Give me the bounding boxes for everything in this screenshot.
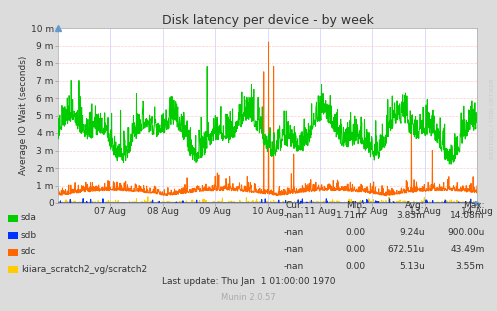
Text: 0.00: 0.00 bbox=[345, 245, 365, 254]
Text: Min:: Min: bbox=[346, 201, 365, 210]
Text: sdc: sdc bbox=[21, 248, 36, 257]
Y-axis label: Average IO Wait (seconds): Average IO Wait (seconds) bbox=[19, 56, 28, 175]
Text: sdb: sdb bbox=[21, 230, 37, 239]
Text: Cur:: Cur: bbox=[286, 201, 304, 210]
Title: Disk latency per device - by week: Disk latency per device - by week bbox=[162, 14, 373, 27]
Text: RRDTOOL / TOBI OETIKER: RRDTOOL / TOBI OETIKER bbox=[490, 78, 495, 159]
Text: Last update: Thu Jan  1 01:00:00 1970: Last update: Thu Jan 1 01:00:00 1970 bbox=[162, 277, 335, 286]
Text: -nan: -nan bbox=[284, 228, 304, 237]
Text: Munin 2.0.57: Munin 2.0.57 bbox=[221, 293, 276, 302]
Text: 9.24u: 9.24u bbox=[399, 228, 425, 237]
Text: 14.08m: 14.08m bbox=[450, 211, 485, 220]
Text: -nan: -nan bbox=[284, 245, 304, 254]
Text: Avg:: Avg: bbox=[406, 201, 425, 210]
Text: 900.00u: 900.00u bbox=[447, 228, 485, 237]
Text: 0.00: 0.00 bbox=[345, 228, 365, 237]
Text: 3.83m: 3.83m bbox=[396, 211, 425, 220]
Text: 43.49m: 43.49m bbox=[450, 245, 485, 254]
Text: 3.55m: 3.55m bbox=[456, 262, 485, 271]
Text: 5.13u: 5.13u bbox=[399, 262, 425, 271]
Text: 672.51u: 672.51u bbox=[388, 245, 425, 254]
Text: 1.71m: 1.71m bbox=[336, 211, 365, 220]
Text: sda: sda bbox=[21, 213, 37, 222]
Text: 0.00: 0.00 bbox=[345, 262, 365, 271]
Text: kiiara_scratch2_vg/scratch2: kiiara_scratch2_vg/scratch2 bbox=[21, 264, 147, 273]
Text: -nan: -nan bbox=[284, 262, 304, 271]
Text: -nan: -nan bbox=[284, 211, 304, 220]
Text: Max:: Max: bbox=[463, 201, 485, 210]
